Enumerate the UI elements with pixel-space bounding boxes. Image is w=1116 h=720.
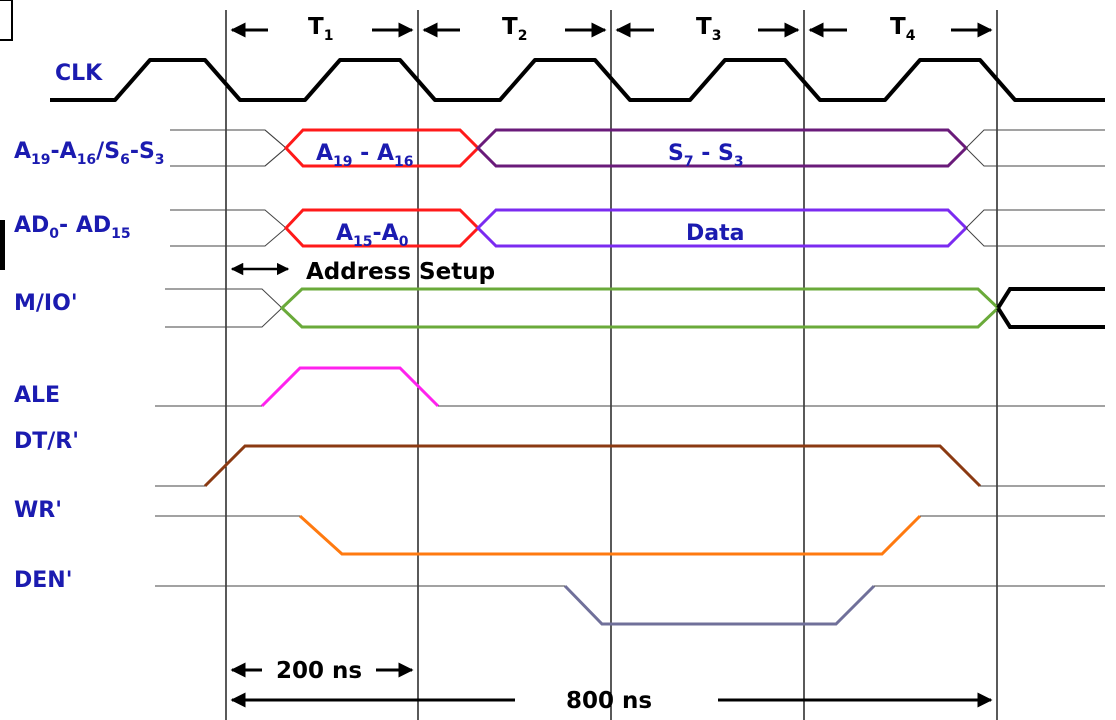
dtr-waveform [155, 444, 1105, 488]
a19-status-value: S7 - S3 [668, 141, 744, 170]
wr-waveform [155, 514, 1105, 556]
t-cycle-label: 200 ns [276, 658, 362, 684]
signal-label-wr: WR' [14, 498, 62, 523]
signal-label-dtr: DT/R' [14, 429, 79, 454]
period-label-t2: T2 [502, 14, 527, 44]
mio-waveform [165, 287, 1105, 329]
a19-address-value: A19 - A16 [316, 141, 413, 170]
period-label-t4: T4 [890, 14, 916, 44]
edge-mark [0, 220, 5, 270]
signal-label-ad: AD0- AD15 [14, 213, 131, 242]
signal-label-ale: ALE [14, 383, 60, 408]
signal-label-mio: M/IO' [14, 291, 78, 316]
t-total-label: 800 ns [566, 688, 652, 714]
frame-corner [0, 0, 13, 41]
ad-address-value: A15-A0 [336, 221, 409, 250]
ale-waveform [155, 366, 1105, 408]
period-label-t1: T1 [308, 14, 333, 44]
period-label-t3: T3 [696, 14, 721, 44]
address-setup-label: Address Setup [306, 259, 495, 285]
ad-data-value: Data [686, 221, 744, 246]
signal-label-a19: A19-A16/S6-S3 [14, 139, 165, 168]
den-waveform [155, 584, 1105, 626]
a19-bus: A19 - A16 S7 - S3 [170, 128, 1105, 170]
ad-bus: A15-A0 Data [170, 208, 1105, 250]
signal-label-clk: CLK [55, 61, 103, 86]
clk-waveform [50, 58, 1105, 102]
signal-label-den: DEN' [14, 568, 72, 593]
period-gridlines [225, 10, 998, 720]
